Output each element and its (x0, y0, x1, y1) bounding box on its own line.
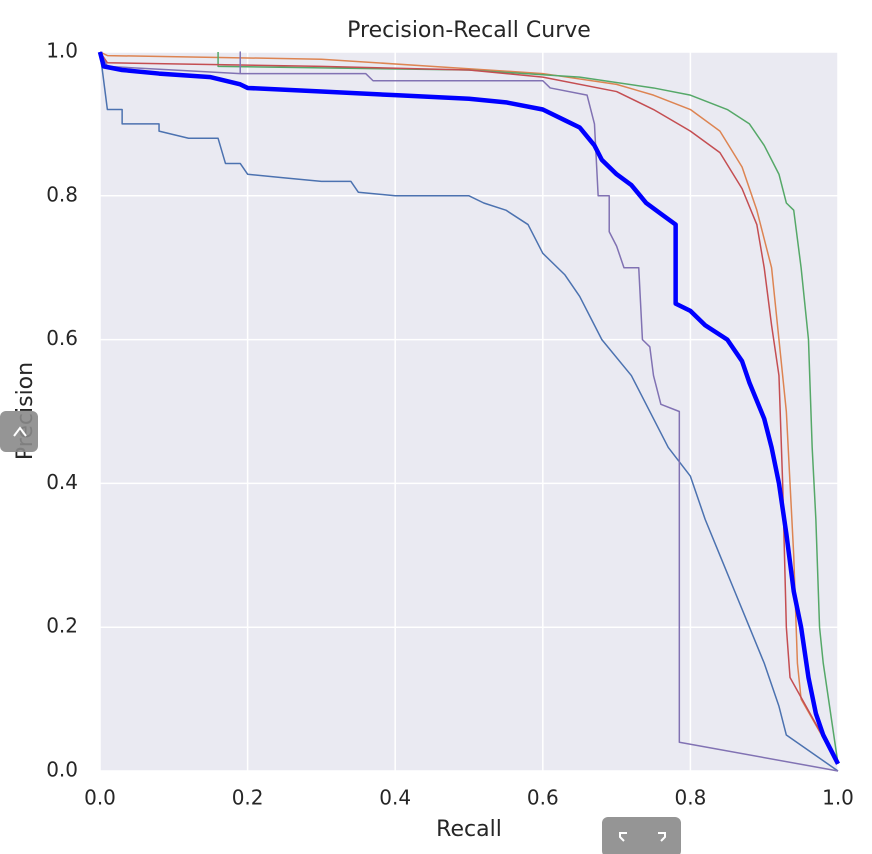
y-tick-label: 0.0 (46, 758, 78, 782)
y-tick-label: 1.0 (46, 39, 78, 63)
pr-curve (217, 52, 839, 764)
x-tick-label: 0.2 (232, 786, 264, 810)
pr-curve (97, 51, 841, 765)
x-tick-label: 0.6 (527, 786, 559, 810)
side-toggle-button[interactable] (0, 411, 38, 452)
y-tick-label: 0.4 (46, 470, 78, 494)
pr-curve (99, 51, 839, 765)
button-bg (602, 817, 681, 854)
pr-curve (99, 51, 839, 772)
x-tick-label: 0.0 (84, 786, 116, 810)
redo-icon (658, 832, 666, 842)
undo-icon (619, 832, 627, 842)
y-tick-label: 0.8 (46, 182, 78, 206)
pr-curve (99, 51, 839, 772)
button-icon (13, 426, 27, 437)
x-tick-label: 1.0 (822, 786, 854, 810)
x-axis-label: Recall (436, 817, 502, 842)
plot-area (100, 52, 838, 771)
x-tick-label: 0.4 (379, 786, 411, 810)
x-tick-label: 0.8 (674, 786, 706, 810)
chart-title: Precision-Recall Curve (347, 18, 591, 43)
y-tick-label: 0.6 (46, 326, 78, 350)
grid (99, 51, 839, 772)
y-tick-label: 0.2 (46, 614, 78, 638)
lines (97, 51, 841, 772)
nav-buttons[interactable] (602, 817, 681, 854)
button-bg (0, 411, 38, 452)
